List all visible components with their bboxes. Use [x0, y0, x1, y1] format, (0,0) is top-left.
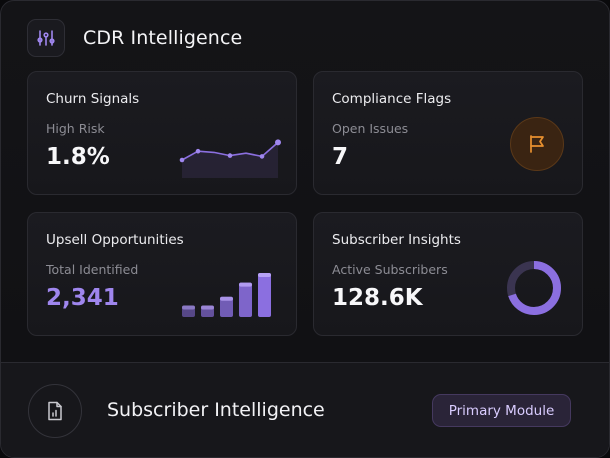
card-value: 7 [332, 144, 349, 170]
flag-icon [510, 117, 564, 171]
document-chart-icon[interactable] [28, 384, 82, 438]
sparkline-area [182, 142, 278, 178]
card-value: 2,341 [46, 285, 119, 311]
bar [239, 282, 252, 317]
card-value: 128.6K [332, 285, 423, 311]
sparkline-point [259, 154, 265, 159]
card-title: Churn Signals [46, 91, 140, 107]
card-subtitle: High Risk [46, 121, 105, 136]
bar-cap [182, 305, 195, 310]
module-title: Subscriber Intelligence [107, 399, 325, 421]
bar [258, 273, 271, 317]
sparkline-point [227, 153, 233, 158]
sparkline-point [195, 148, 201, 154]
sparkline-point [179, 157, 185, 163]
subscriber-insights-card[interactable]: Subscriber Insights Active Subscribers 1… [313, 212, 583, 336]
app-header: CDR Intelligence [27, 19, 242, 57]
subscribers-donut [507, 261, 561, 315]
churn-signals-card[interactable]: Churn Signals High Risk 1.8% [27, 71, 297, 195]
bar-cap [258, 273, 271, 277]
card-title: Upsell Opportunities [46, 232, 184, 248]
bar [220, 296, 233, 317]
compliance-flags-card[interactable]: Compliance Flags Open Issues 7 [313, 71, 583, 195]
primary-module-button[interactable]: Primary Module [432, 394, 571, 427]
card-subtitle: Active Subscribers [332, 262, 448, 277]
card-value: 1.8% [46, 144, 110, 170]
upsell-opportunities-card[interactable]: Upsell Opportunities Total Identified 2,… [27, 212, 297, 336]
sparkline-point [275, 139, 281, 146]
card-subtitle: Total Identified [46, 262, 139, 277]
bar-cap [239, 282, 252, 287]
card-title: Compliance Flags [332, 91, 452, 107]
chart-sliders-icon[interactable] [27, 19, 65, 57]
upsell-bar-sparkline [182, 273, 271, 317]
card-title: Subscriber Insights [332, 232, 461, 248]
donut-segment [507, 261, 561, 315]
churn-line-sparkline [179, 139, 281, 178]
bar-cap [201, 305, 214, 310]
footer-module-bar: Subscriber Intelligence Primary Module [1, 362, 609, 457]
card-subtitle: Open Issues [332, 121, 409, 136]
bar-cap [220, 296, 233, 301]
app-title: CDR Intelligence [83, 27, 243, 49]
